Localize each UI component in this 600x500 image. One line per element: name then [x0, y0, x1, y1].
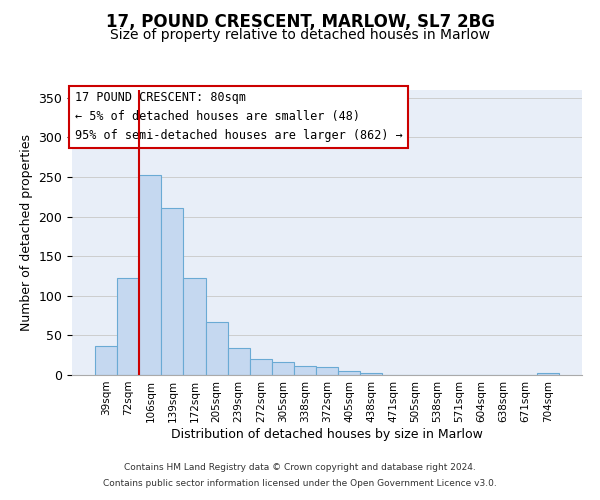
Bar: [250, 359, 272, 375]
Bar: [227, 348, 250, 375]
Bar: [139, 176, 161, 375]
Y-axis label: Number of detached properties: Number of detached properties: [20, 134, 33, 331]
Bar: [360, 374, 382, 375]
Bar: [117, 278, 139, 375]
X-axis label: Distribution of detached houses by size in Marlow: Distribution of detached houses by size …: [171, 428, 483, 440]
Bar: [184, 278, 206, 375]
Text: 17, POUND CRESCENT, MARLOW, SL7 2BG: 17, POUND CRESCENT, MARLOW, SL7 2BG: [106, 12, 494, 30]
Bar: [294, 366, 316, 375]
Bar: [316, 367, 338, 375]
Text: Size of property relative to detached houses in Marlow: Size of property relative to detached ho…: [110, 28, 490, 42]
Bar: [161, 208, 184, 375]
Bar: [95, 346, 117, 375]
Bar: [537, 372, 559, 375]
Text: 17 POUND CRESCENT: 80sqm
← 5% of detached houses are smaller (48)
95% of semi-de: 17 POUND CRESCENT: 80sqm ← 5% of detache…: [74, 92, 403, 142]
Bar: [206, 322, 227, 375]
Bar: [272, 362, 294, 375]
Bar: [338, 371, 360, 375]
Text: Contains HM Land Registry data © Crown copyright and database right 2024.: Contains HM Land Registry data © Crown c…: [124, 464, 476, 472]
Text: Contains public sector information licensed under the Open Government Licence v3: Contains public sector information licen…: [103, 478, 497, 488]
